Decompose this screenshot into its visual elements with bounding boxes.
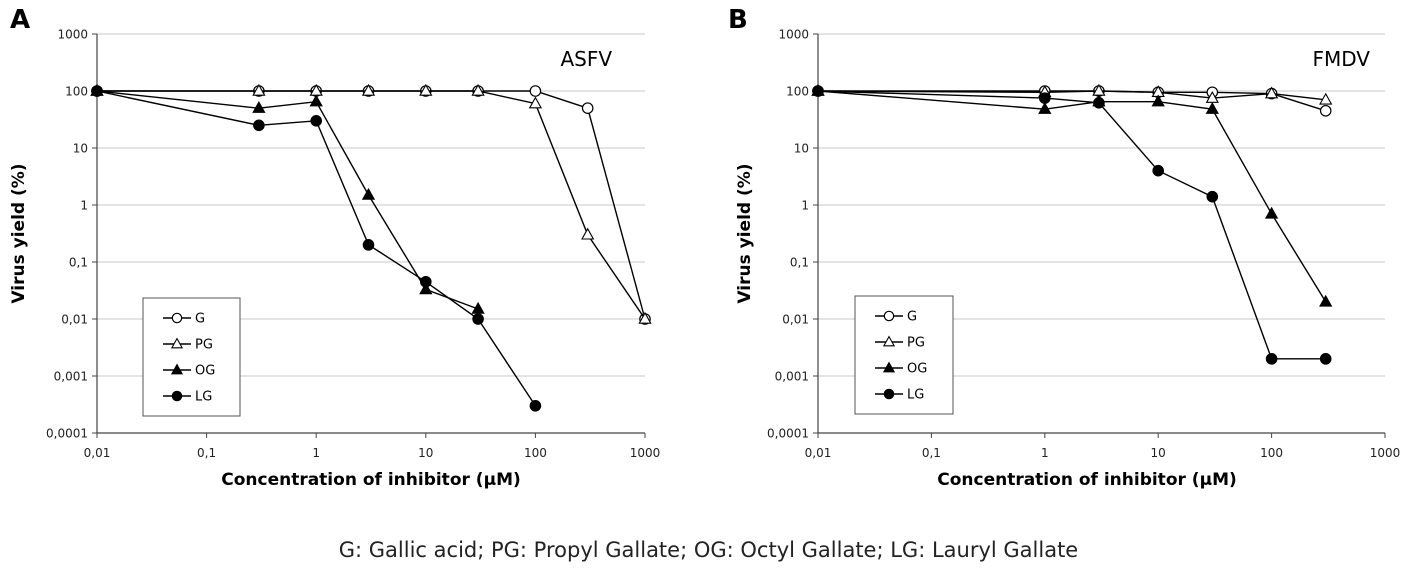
- legend-box: [143, 298, 240, 416]
- legend: G PG OG LG: [855, 296, 953, 414]
- series-og-point: [1320, 296, 1331, 306]
- y-tick-label: 10: [794, 142, 809, 156]
- series-lg-point: [1040, 93, 1050, 103]
- series-lg-point: [1266, 354, 1276, 364]
- x-tick-label: 1000: [630, 446, 661, 460]
- y-tick-label: 1: [801, 199, 809, 213]
- y-tick-label: 0,0001: [46, 427, 88, 441]
- y-tick-label: 1000: [778, 28, 809, 42]
- series-g-point: [582, 103, 592, 113]
- y-tick-label: 100: [786, 85, 809, 99]
- y-tick-label: 1: [80, 199, 88, 213]
- figure-caption: G: Gallic acid; PG: Propyl Gallate; OG: …: [0, 538, 1417, 562]
- series-lg-point: [311, 116, 321, 126]
- chart-title: ASFV: [560, 47, 612, 71]
- series-lg-point: [92, 86, 102, 96]
- legend-label-pg: PG: [195, 338, 213, 353]
- series-og-point: [363, 189, 374, 199]
- x-tick-label: 100: [524, 446, 547, 460]
- series-lg-point: [473, 314, 483, 324]
- panel-label: B: [728, 5, 748, 35]
- chart-title: FMDV: [1313, 47, 1371, 71]
- x-tick-label: 0,01: [805, 446, 832, 460]
- y-tick-label: 1000: [57, 28, 88, 42]
- series-g-point: [1321, 106, 1331, 116]
- y-tick-label: 0,0001: [767, 427, 809, 441]
- legend-label-g: G: [907, 310, 917, 325]
- series-pg-line: [818, 91, 1326, 100]
- x-tick-label: 1000: [1370, 446, 1401, 460]
- legend-label-g: G: [195, 312, 205, 327]
- series-lg-point: [254, 120, 264, 130]
- x-tick-label: 100: [1260, 446, 1283, 460]
- series-lg-point: [813, 86, 823, 96]
- legend-label-lg: LG: [907, 388, 924, 403]
- series-lg-point: [1207, 191, 1217, 201]
- series-lg-point: [363, 240, 373, 250]
- series-lg-point: [530, 401, 540, 411]
- series-lg-point: [1153, 165, 1163, 175]
- legend-label-lg: LG: [195, 390, 212, 405]
- figure: A 0,0001 0,001 0,01 0,1 1 10 100 1000 0,01 0,1 1 10 1…: [0, 0, 1417, 574]
- panel-b: B 0,0001 0,001 0,01 0,1 1 10 100 1000 0,01 0,1 1 10 1…: [728, 5, 1400, 490]
- x-tick-label: 10: [1151, 446, 1166, 460]
- x-tick-label: 10: [418, 446, 433, 460]
- y-tick-label: 100: [65, 85, 88, 99]
- legend-label-og: OG: [907, 362, 927, 377]
- y-tick-label: 10: [73, 142, 88, 156]
- legend-label-og: OG: [195, 364, 215, 379]
- y-tick-label: 0,01: [61, 313, 88, 327]
- panel-label: A: [10, 5, 30, 35]
- legend-circle-icon: [884, 311, 893, 320]
- y-axis-title: Virus yield (%): [9, 163, 29, 303]
- series-og-point: [1153, 96, 1164, 106]
- y-tick-label: 0,01: [782, 313, 809, 327]
- legend-circle-icon: [172, 391, 181, 400]
- series-pg-point: [582, 229, 593, 239]
- x-tick-label: 0,01: [84, 446, 111, 460]
- y-axis-title: Virus yield (%): [735, 163, 755, 303]
- series-og-point: [1266, 208, 1277, 218]
- x-tick-label: 0,1: [197, 446, 216, 460]
- series-lg-point: [421, 277, 431, 287]
- x-axis-title: Concentration of inhibitor (μM): [937, 470, 1237, 490]
- x-tick-label: 1: [312, 446, 320, 460]
- series-og-point: [311, 96, 322, 106]
- legend-label-pg: PG: [907, 336, 925, 351]
- legend-circle-icon: [884, 389, 893, 398]
- y-tick-label: 0,1: [69, 256, 88, 270]
- y-tick-label: 0,001: [775, 370, 809, 384]
- y-tick-label: 0,1: [790, 256, 809, 270]
- series-lg-point: [1094, 98, 1104, 108]
- y-tick-label: 0,001: [54, 370, 88, 384]
- x-tick-label: 0,1: [922, 446, 941, 460]
- x-tick-label: 1: [1041, 446, 1049, 460]
- series-lg-point: [1321, 354, 1331, 364]
- series-og-line: [818, 91, 1326, 302]
- x-axis-title: Concentration of inhibitor (μM): [221, 470, 521, 490]
- legend: G PG OG LG: [143, 298, 240, 416]
- panel-a: A 0,0001 0,001 0,01 0,1 1 10 100 1000 0,01 0,1 1 10 1…: [9, 5, 660, 490]
- legend-box: [855, 296, 953, 414]
- series-g-point: [530, 86, 540, 96]
- legend-circle-icon: [172, 313, 181, 322]
